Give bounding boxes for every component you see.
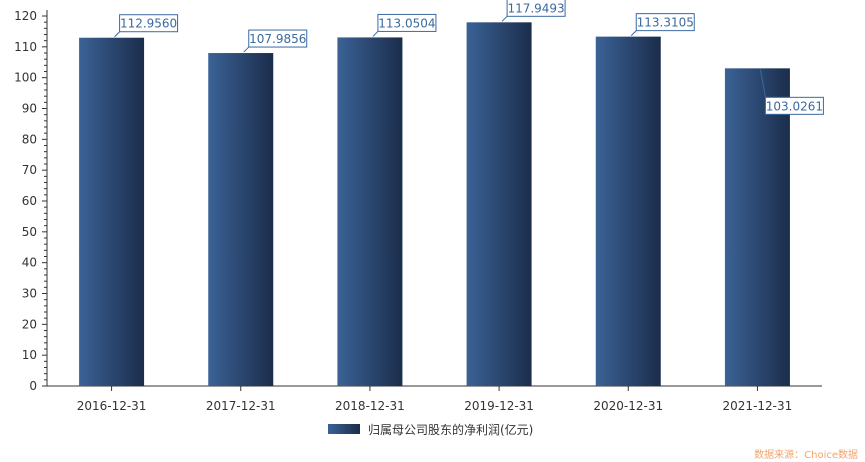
x-tick-label: 2019-12-31	[464, 399, 534, 413]
legend-label: 归属母公司股东的净利润(亿元)	[368, 422, 533, 437]
data-label-leader	[501, 15, 508, 22]
y-tick-label: 20	[22, 317, 37, 331]
y-tick-label: 60	[22, 194, 37, 208]
y-tick-label: 50	[22, 225, 37, 239]
data-label: 107.9856	[249, 32, 306, 46]
x-tick-label: 2017-12-31	[206, 399, 276, 413]
y-tick-label: 0	[29, 379, 37, 393]
data-label-box	[377, 13, 437, 32]
data-label-box	[248, 29, 308, 48]
data-label-box	[635, 13, 695, 32]
bars	[79, 22, 790, 387]
bar[interactable]	[724, 68, 790, 387]
data-label: 113.0504	[378, 16, 435, 30]
data-label-leader	[372, 31, 379, 37]
source-note: 数据来源：Choice数据	[754, 448, 858, 461]
x-tick-label: 2016-12-31	[77, 399, 147, 413]
y-tick-label: 100	[14, 71, 37, 85]
y-tick-label: 110	[14, 40, 37, 54]
data-labels: 112.9560 107.9856 113.0504 117.9493 113.3105…	[114, 0, 824, 115]
y-tick-label: 30	[22, 287, 37, 301]
y-tick-label: 80	[22, 132, 37, 146]
legend-swatch	[328, 424, 360, 434]
data-label: 103.0261	[766, 99, 823, 113]
y-tick-label: 120	[14, 9, 37, 23]
bar[interactable]	[208, 53, 274, 386]
data-label-leader	[243, 46, 250, 53]
bar[interactable]	[466, 22, 532, 386]
bar[interactable]	[595, 36, 661, 387]
x-tick-label: 2018-12-31	[335, 399, 405, 413]
data-label-box	[119, 14, 179, 33]
bar[interactable]	[337, 37, 403, 387]
y-tick-label: 10	[22, 348, 37, 362]
x-axis: 2016-12-31 2017-12-31 2018-12-31 2019-12-31…	[47, 385, 822, 413]
y-axis: 0 10 20 30 40 50 60 70 80 90 100 110 120	[14, 9, 48, 393]
data-label: 117.9493	[507, 1, 564, 15]
x-tick-label: 2020-12-31	[593, 399, 663, 413]
bar[interactable]	[79, 37, 145, 387]
data-label: 113.3105	[637, 16, 694, 30]
data-label: 112.9560	[120, 17, 177, 31]
legend[interactable]: 归属母公司股东的净利润(亿元)	[328, 422, 533, 437]
data-label-box	[764, 96, 824, 115]
data-label-box	[506, 0, 566, 17]
data-label-leader	[114, 31, 120, 38]
data-label-leader	[759, 69, 766, 98]
y-tick-label: 40	[22, 256, 37, 270]
y-tick-label: 90	[22, 102, 37, 116]
x-tick-label: 2021-12-31	[723, 399, 793, 413]
y-tick-label: 70	[22, 163, 37, 177]
data-label-leader	[630, 30, 637, 36]
